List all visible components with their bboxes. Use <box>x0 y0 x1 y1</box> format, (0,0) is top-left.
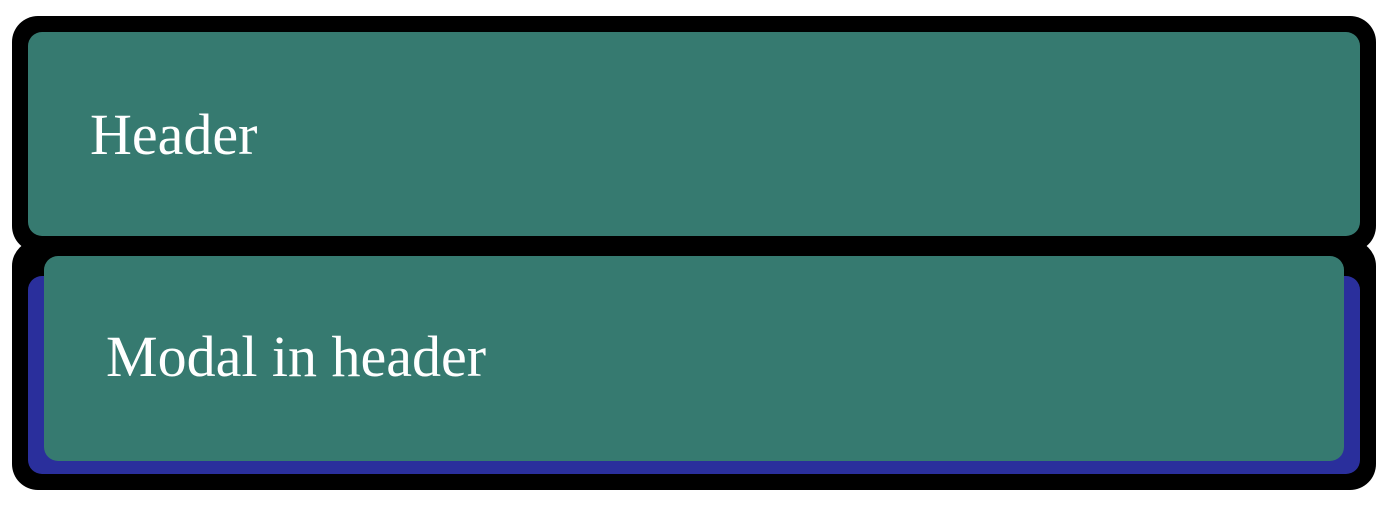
header-container: Header <box>12 16 1376 252</box>
header-title: Header <box>90 102 258 167</box>
modal-panel: Modal in header <box>44 256 1344 461</box>
header-panel: Header <box>28 32 1360 236</box>
modal-title: Modal in header <box>106 324 487 389</box>
modal-container: Modal in header <box>12 240 1376 490</box>
